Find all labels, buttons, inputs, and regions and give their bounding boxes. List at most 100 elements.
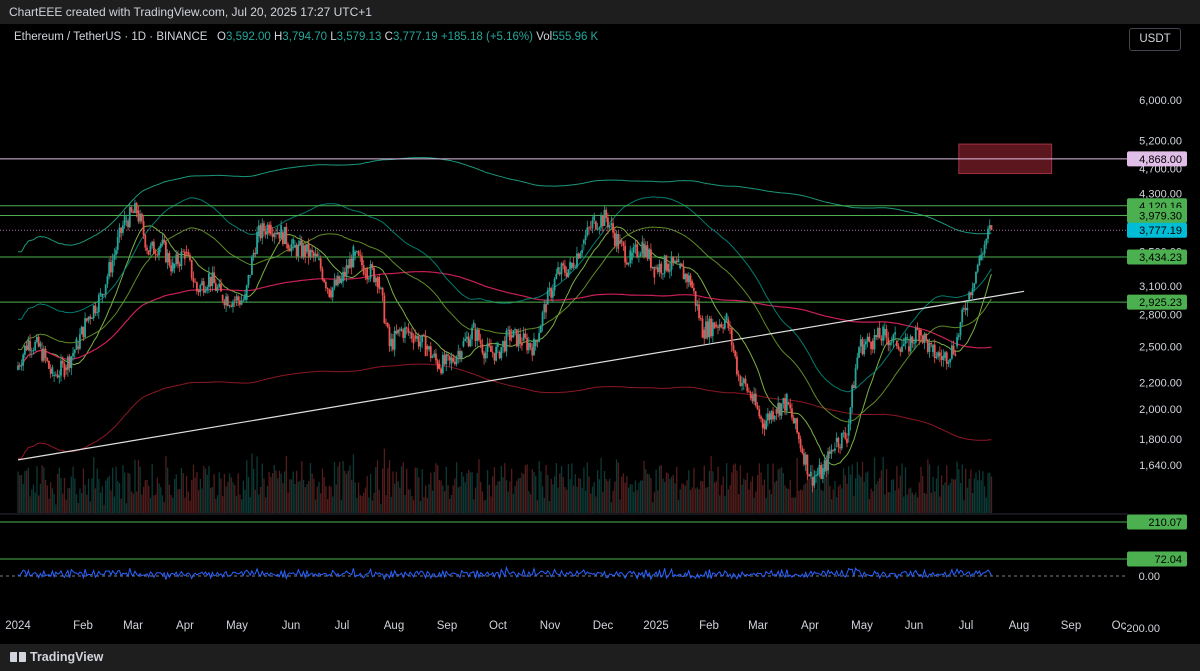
candle-body xyxy=(349,258,351,269)
volume-bar xyxy=(727,489,730,513)
candle-body xyxy=(58,375,61,378)
volume-bar xyxy=(885,468,888,513)
volume-bar xyxy=(328,485,330,513)
volume-bar xyxy=(803,484,805,513)
candle-body xyxy=(615,234,618,246)
volume-bar xyxy=(32,484,35,513)
volume-bar xyxy=(449,498,451,513)
candle-body xyxy=(395,330,398,334)
candle-body xyxy=(940,356,943,361)
volume-bar xyxy=(165,456,167,513)
candle-body xyxy=(183,251,186,259)
candle-body xyxy=(723,320,726,329)
candle-body xyxy=(935,356,938,359)
candle-body xyxy=(445,354,448,365)
candle-body xyxy=(581,249,584,254)
candle-body xyxy=(729,328,731,329)
time-tick-label: Apr xyxy=(176,620,194,632)
time-tick-label: Feb xyxy=(699,620,719,632)
candle-body xyxy=(892,334,895,342)
volume-bar xyxy=(791,497,793,513)
volume-bar xyxy=(932,476,934,513)
volume-bar xyxy=(273,464,275,513)
volume-bar xyxy=(280,473,282,513)
volume-bar xyxy=(337,466,339,513)
candle-body xyxy=(536,340,539,342)
candle-body xyxy=(402,329,405,338)
candle-body xyxy=(648,249,651,259)
candle-body xyxy=(285,226,288,245)
candle-body xyxy=(835,437,838,442)
volume-bar xyxy=(889,492,891,513)
volume-bar xyxy=(480,481,482,513)
volume-bar xyxy=(192,464,195,513)
candle-body xyxy=(920,329,922,336)
volume-bar xyxy=(34,492,36,513)
volume-bar xyxy=(203,466,205,513)
volume-bar xyxy=(179,489,181,513)
volume-bar xyxy=(901,463,903,513)
volume-bar xyxy=(669,478,671,513)
candle-body xyxy=(474,329,477,341)
volume-bar xyxy=(793,497,795,513)
candle-body xyxy=(699,317,702,319)
candle-body xyxy=(493,352,496,361)
candle-body xyxy=(495,346,498,361)
candle-body xyxy=(335,279,338,286)
volume-bar xyxy=(55,504,57,513)
volume-bar xyxy=(631,484,633,513)
candle-body xyxy=(300,240,303,257)
price-chart[interactable]: 6,000.005,200.004,700.004,300.003,900.00… xyxy=(0,24,1200,644)
currency-button[interactable]: USDT xyxy=(1129,28,1181,51)
candle-body xyxy=(65,367,68,370)
volume-bar xyxy=(493,467,496,513)
candle-body xyxy=(235,296,238,301)
time-tick-label: 2024 xyxy=(5,620,31,632)
volume-bar xyxy=(810,465,812,513)
volume-bar xyxy=(302,479,305,513)
candle-body xyxy=(321,268,324,280)
candle-body xyxy=(679,263,682,269)
candle-body xyxy=(928,343,931,352)
candle-body xyxy=(175,254,178,265)
volume-bar xyxy=(600,457,602,513)
candle-body xyxy=(429,346,432,358)
volume-bar xyxy=(139,466,141,513)
volume-bar xyxy=(837,486,840,513)
candle-body xyxy=(275,233,277,235)
candle-body xyxy=(280,225,283,239)
candle-body xyxy=(287,244,289,249)
candle-body xyxy=(502,340,504,347)
volume-bar xyxy=(24,471,26,513)
time-tick-label: Apr xyxy=(801,620,819,632)
volume-bar xyxy=(75,494,78,513)
volume-bar xyxy=(115,466,117,513)
chart-canvas[interactable]: 6,000.005,200.004,700.004,300.003,900.00… xyxy=(0,24,1200,644)
volume-bar xyxy=(693,467,695,513)
candle-body xyxy=(254,252,257,254)
volume-bar xyxy=(247,477,250,513)
volume-bar xyxy=(686,480,688,513)
volume-bar xyxy=(282,483,284,513)
candle-body xyxy=(73,349,76,354)
candle-body xyxy=(956,337,958,347)
volume-bar xyxy=(746,473,748,513)
volume-bar xyxy=(911,492,914,513)
candle-body xyxy=(288,248,291,252)
candle-body xyxy=(338,275,341,283)
volume-bar xyxy=(701,481,704,513)
volume-bar xyxy=(842,468,845,513)
candle-body xyxy=(897,346,900,350)
volume-bar xyxy=(473,499,475,513)
volume-bar xyxy=(435,463,437,513)
volume-label: Vol xyxy=(536,31,553,43)
volume-bar xyxy=(856,461,858,513)
volume-bar xyxy=(425,485,427,513)
volume-bar xyxy=(617,462,619,513)
last-price-tag-bg xyxy=(1127,222,1187,238)
volume-bar xyxy=(550,478,552,513)
candle-body xyxy=(925,333,927,340)
volume-bar xyxy=(615,459,618,513)
candle-body xyxy=(565,272,568,277)
candle-body xyxy=(109,262,112,273)
